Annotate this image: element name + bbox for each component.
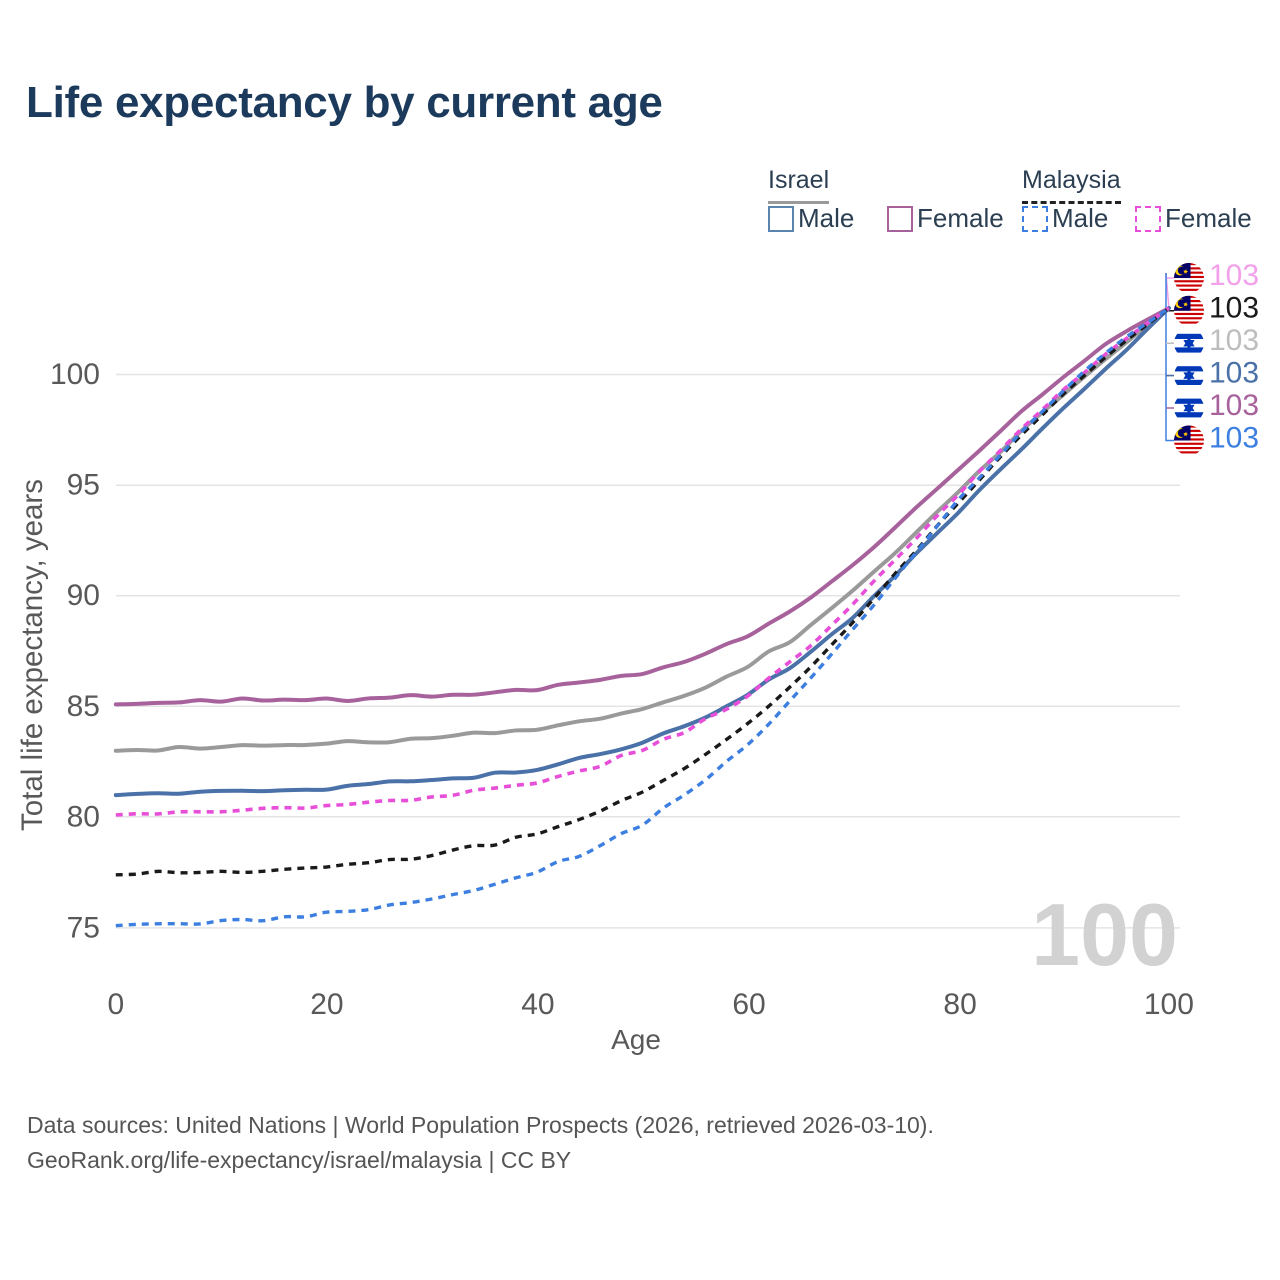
- svg-text:103: 103: [1209, 422, 1259, 455]
- svg-text:0: 0: [107, 988, 124, 1021]
- svg-text:103: 103: [1209, 259, 1259, 292]
- svg-text:60: 60: [732, 988, 765, 1021]
- svg-text:103: 103: [1209, 357, 1259, 390]
- svg-text:40: 40: [521, 988, 554, 1021]
- svg-text:75: 75: [67, 911, 100, 944]
- svg-text:20: 20: [310, 988, 343, 1021]
- svg-text:80: 80: [943, 988, 976, 1021]
- svg-text:85: 85: [67, 690, 100, 723]
- svg-text:100: 100: [50, 358, 100, 391]
- svg-text:Age: Age: [611, 1024, 661, 1055]
- svg-text:100: 100: [1031, 885, 1178, 984]
- svg-text:80: 80: [67, 800, 100, 833]
- svg-text:103: 103: [1209, 389, 1259, 422]
- svg-text:95: 95: [67, 469, 100, 502]
- svg-text:103: 103: [1209, 324, 1259, 357]
- svg-text:Total life expectancy, years: Total life expectancy, years: [16, 479, 49, 831]
- svg-text:103: 103: [1209, 292, 1259, 325]
- svg-text:100: 100: [1144, 988, 1194, 1021]
- svg-text:90: 90: [67, 579, 100, 612]
